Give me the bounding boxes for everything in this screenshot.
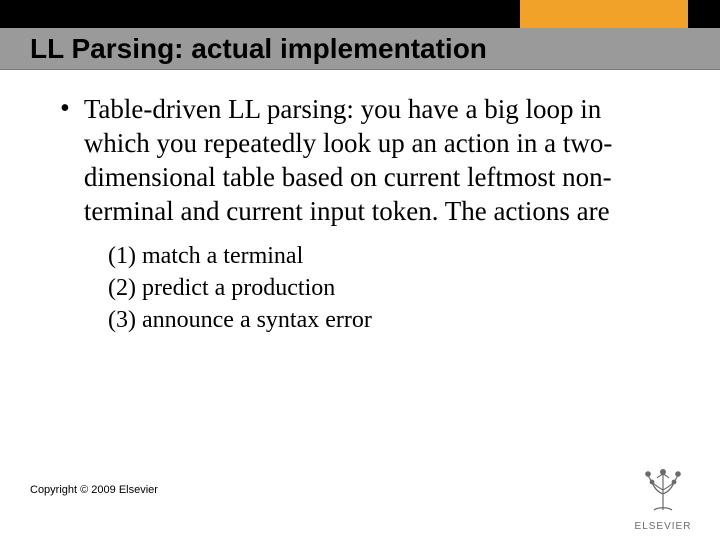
elsevier-tree-icon [636,460,690,514]
sublist-item: (1) match a terminal [108,240,666,272]
bullet-item: • Table-driven LL parsing: you have a bi… [56,92,666,228]
elsevier-logo-label: ELSEVIER [628,521,698,532]
sub-list: (1) match a terminal (2) predict a produ… [108,240,666,336]
slide-content: • Table-driven LL parsing: you have a bi… [56,92,666,336]
title-bar: LL Parsing: actual implementation [0,28,720,70]
sublist-item: (2) predict a production [108,272,666,304]
slide-title: LL Parsing: actual implementation [30,33,487,65]
bullet-marker: • [60,92,70,126]
elsevier-logo: ELSEVIER [628,460,698,532]
copyright-text: Copyright © 2009 Elsevier [30,484,158,496]
sublist-item: (3) announce a syntax error [108,304,666,336]
bullet-text: Table-driven LL parsing: you have a big … [84,92,666,228]
